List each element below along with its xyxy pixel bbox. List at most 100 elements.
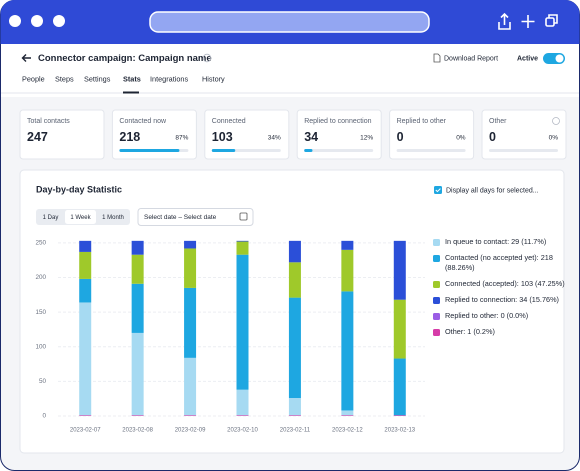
legend-item[interactable]: Other: 1 (0.2%) (433, 327, 571, 337)
legend-label: Replied to other: 0 (0.0%) (445, 311, 529, 320)
card-percent: 87% (175, 135, 188, 142)
tab[interactable]: Settings (84, 74, 111, 83)
card-value: 0 (397, 130, 404, 144)
bar-segment (393, 240, 406, 300)
bar-segment (79, 278, 92, 303)
y-tick-label: 50 (39, 378, 47, 385)
y-tick-label: 250 (35, 240, 46, 247)
back-arrow[interactable] (21, 54, 32, 62)
bar-segment (131, 283, 144, 333)
bar-segment (341, 415, 354, 416)
bar-segment (288, 415, 301, 416)
x-tick-label: 2023-02-13 (384, 428, 415, 434)
range-button[interactable]: 1 Month (102, 215, 124, 221)
range-button[interactable]: 1 Week (70, 215, 91, 221)
checkbox[interactable] (434, 186, 442, 194)
bar-segment (288, 240, 301, 263)
bar-segment (131, 240, 144, 255)
tab[interactable]: History (202, 74, 225, 83)
toggle-knob (555, 54, 564, 63)
date-placeholder: Select date – Select date (144, 214, 217, 221)
info-icon[interactable] (552, 117, 560, 125)
browser-icons (498, 12, 558, 30)
card-value: 247 (27, 130, 48, 144)
stat-card (389, 109, 475, 160)
card-label: Contacted now (119, 118, 167, 125)
card-label: Replied to other (397, 118, 447, 125)
download-report[interactable]: Download Report (444, 55, 498, 62)
calendar-icon (239, 212, 248, 221)
bar-segment (341, 249, 354, 292)
progress-track (304, 149, 374, 152)
y-tick-label: 200 (35, 274, 46, 281)
bar-segment (79, 415, 92, 416)
x-tick-label: 2023-02-11 (280, 428, 311, 434)
tab-underline (123, 91, 139, 94)
stat-card (111, 109, 197, 160)
card-label: Other (489, 118, 507, 125)
tab[interactable]: People (22, 74, 45, 83)
window-dot (31, 15, 43, 27)
legend-label: Replied to connection: 34 (15.76%) (445, 295, 559, 304)
bar-segment (184, 240, 197, 249)
checkbox-label[interactable]: Display all days for selected... (446, 187, 539, 194)
date-picker[interactable] (137, 208, 254, 226)
bar-segment (79, 240, 92, 252)
tab[interactable]: Integrations (150, 74, 188, 83)
x-tick-label: 2023-02-07 (70, 428, 101, 434)
card-value: 218 (119, 130, 140, 144)
legend-label: In queue to contact: 29 (11.7%) (445, 237, 547, 246)
bar-segment (131, 332, 144, 416)
bar-segment (236, 389, 249, 416)
stat-card (19, 109, 105, 160)
bar-segment (131, 254, 144, 284)
bar-segment (184, 248, 197, 288)
bar-segment (341, 240, 354, 250)
range-button[interactable]: 1 Day (43, 215, 59, 221)
bar-segment (288, 398, 301, 416)
x-tick-label: 2023-02-10 (227, 428, 258, 434)
legend-item[interactable]: Contacted (no accepted yet): 218 (88.26%… (433, 253, 571, 273)
y-tick-label: 100 (35, 343, 46, 350)
bar-segment (79, 251, 92, 279)
card-label: Total contacts (27, 118, 70, 125)
progress-track (489, 149, 558, 152)
window-dot (9, 15, 21, 27)
info-icon[interactable] (202, 53, 212, 63)
y-tick-label: 150 (35, 309, 46, 316)
tabs-icon-back[interactable] (548, 14, 558, 24)
legend-item[interactable]: In queue to contact: 29 (11.7%) (433, 237, 571, 247)
progress-track (396, 149, 466, 152)
card-value: 0 (489, 130, 496, 144)
stat-card (481, 109, 567, 160)
x-tick-label: 2023-02-09 (175, 428, 206, 434)
tab[interactable]: Stats (123, 74, 141, 83)
legend-item[interactable]: Replied to connection: 34 (15.76%) (433, 295, 571, 305)
status-label: Active (517, 55, 538, 62)
bar-segment (131, 415, 144, 416)
legend-item[interactable]: Connected (accepted): 103 (47.25%) (433, 279, 571, 289)
bar-segment (393, 415, 406, 416)
new-tab-icon[interactable] (521, 15, 535, 28)
legend-item[interactable]: Replied to other: 0 (0.0%) (433, 311, 571, 321)
progress-bar (211, 149, 236, 152)
doc-icon (433, 53, 441, 63)
card-percent: 12% (360, 135, 373, 142)
progress-bar (304, 149, 313, 152)
legend-swatch (433, 238, 440, 246)
bar-segment (184, 415, 197, 416)
address-bar[interactable] (149, 11, 430, 33)
card-value: 34 (304, 130, 318, 144)
legend-swatch (433, 280, 440, 288)
share-icon[interactable] (498, 12, 511, 30)
legend-label: Other: 1 (0.2%) (445, 327, 495, 336)
card-percent: 0% (549, 135, 559, 142)
tab[interactable]: Steps (55, 74, 74, 83)
header-area (1, 44, 579, 97)
bar-segment (236, 254, 249, 390)
bar-segment (236, 241, 249, 255)
legend-swatch (433, 328, 440, 336)
card-percent: 34% (268, 135, 281, 142)
tabs-icon[interactable] (545, 17, 555, 27)
